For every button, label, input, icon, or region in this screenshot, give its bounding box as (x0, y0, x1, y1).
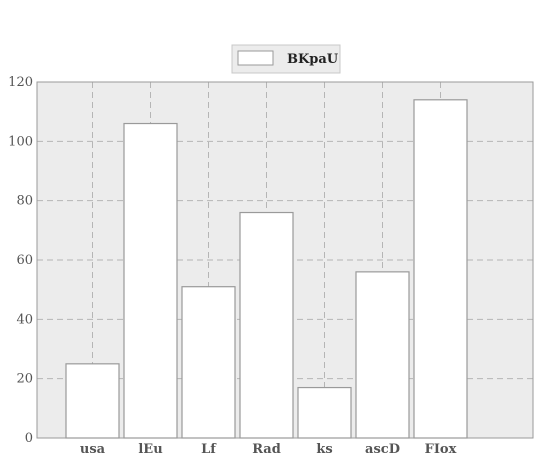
plot-frame (36, 81, 534, 439)
legend: BKpaU (231, 44, 341, 74)
bars (65, 99, 468, 439)
x-tick-label: Lf (201, 442, 217, 457)
y-tick-label: 80 (16, 194, 33, 209)
y-tick-label: 100 (8, 134, 33, 149)
y-tick-label: 0 (25, 431, 33, 446)
bar (297, 386, 352, 439)
bar (413, 99, 468, 439)
x-axis: usa lEu Lf Rad ks ascD FIox (80, 442, 457, 457)
x-tick-label: FIox (425, 442, 457, 457)
y-tick-label: 120 (8, 75, 33, 90)
y-tick-label: 20 (16, 372, 33, 387)
x-tick-label: ascD (365, 442, 400, 457)
x-tick-label: ks (316, 442, 332, 457)
bar (181, 286, 236, 439)
y-tick-label: 40 (16, 312, 33, 327)
y-tick-label: 60 (16, 253, 33, 268)
x-tick-label: usa (80, 442, 106, 457)
bar (123, 122, 178, 439)
bar (65, 363, 120, 439)
x-tick-label: lEu (138, 442, 162, 457)
bar (239, 211, 294, 439)
x-tick-label: Rad (252, 442, 281, 457)
y-axis: 0 20 40 60 80 100 120 (8, 75, 33, 446)
bar (355, 271, 410, 439)
legend-label: BKpaU (287, 52, 339, 67)
legend-swatch (237, 50, 274, 66)
